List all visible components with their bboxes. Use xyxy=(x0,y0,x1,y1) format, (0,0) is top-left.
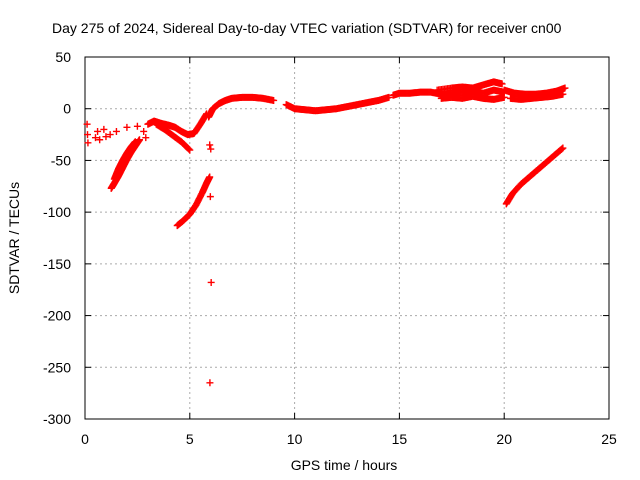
data-points xyxy=(83,78,569,387)
grid xyxy=(85,57,609,419)
data-point xyxy=(131,138,139,146)
data-point xyxy=(84,131,92,139)
series-arc-6-high xyxy=(433,78,506,94)
data-point xyxy=(133,122,141,130)
data-point xyxy=(559,144,567,152)
data-point xyxy=(498,80,506,88)
series-arc-7-low xyxy=(506,90,567,103)
series-early-scatter xyxy=(83,120,150,147)
y-tick-label: -250 xyxy=(43,359,71,375)
x-axis-label: GPS time / hours xyxy=(291,457,398,473)
data-point xyxy=(140,127,148,135)
data-point xyxy=(207,278,215,286)
data-point xyxy=(186,146,194,154)
y-tick-label: -300 xyxy=(43,411,71,427)
data-point xyxy=(135,136,143,144)
data-point xyxy=(206,141,214,149)
data-point xyxy=(91,134,99,142)
x-tick-label: 10 xyxy=(287,431,303,447)
chart-title: Day 275 of 2024, Sidereal Day-to-day VTE… xyxy=(52,20,562,36)
series-arc-3 xyxy=(173,173,214,230)
x-tick-label: 20 xyxy=(496,431,512,447)
series-arc-1 xyxy=(107,136,143,192)
data-point xyxy=(112,127,120,135)
series-outliers xyxy=(206,141,215,387)
data-point xyxy=(207,145,215,153)
data-point xyxy=(206,379,214,387)
y-tick-label: 0 xyxy=(63,101,71,117)
series-arc-8 xyxy=(502,144,567,208)
data-point xyxy=(270,96,278,104)
y-tick-label: -100 xyxy=(43,204,71,220)
series-arc-1-spread xyxy=(110,138,139,183)
series-arc-6-low xyxy=(437,92,508,103)
data-point xyxy=(561,84,569,92)
data-point xyxy=(500,93,508,101)
data-point xyxy=(385,93,393,101)
data-point xyxy=(106,131,114,139)
data-point xyxy=(123,123,131,131)
y-tick-label: -150 xyxy=(43,256,71,272)
data-point xyxy=(559,90,567,98)
data-point xyxy=(100,125,108,133)
axis-ticks: 0 5 10 15 20 25 -300 -250 -200 -150 -100 -50 0 50 xyxy=(43,49,617,447)
data-point xyxy=(558,145,566,153)
series-arc-5 xyxy=(282,93,393,115)
series-arc-4 xyxy=(205,93,278,121)
y-tick-label: -200 xyxy=(43,308,71,324)
y-tick-label: 50 xyxy=(55,49,71,65)
data-point xyxy=(206,173,214,181)
data-point xyxy=(96,136,104,144)
data-point xyxy=(206,193,214,201)
data-point xyxy=(83,120,91,128)
series-arc-2-lower xyxy=(152,120,194,154)
data-point xyxy=(185,145,193,153)
y-axis-label: SDTVAR / TECUs xyxy=(6,182,22,294)
x-tick-label: 5 xyxy=(186,431,194,447)
plot-frame xyxy=(84,56,610,420)
data-point xyxy=(84,139,92,147)
x-tick-label: 25 xyxy=(601,431,617,447)
x-tick-label: 0 xyxy=(81,431,89,447)
data-point xyxy=(102,133,110,141)
data-point xyxy=(142,134,150,142)
data-point xyxy=(94,127,102,135)
y-tick-label: -50 xyxy=(51,152,71,168)
x-tick-label: 15 xyxy=(392,431,408,447)
